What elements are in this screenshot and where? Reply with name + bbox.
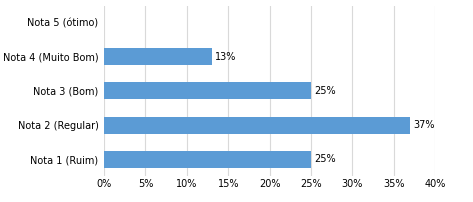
Bar	[104, 48, 211, 65]
Bar	[104, 117, 410, 134]
Text: 25%: 25%	[314, 86, 336, 96]
Bar	[104, 82, 311, 99]
Text: 37%: 37%	[413, 120, 435, 130]
Bar	[104, 151, 311, 168]
Text: 13%: 13%	[215, 52, 236, 62]
Text: 25%: 25%	[314, 155, 336, 164]
